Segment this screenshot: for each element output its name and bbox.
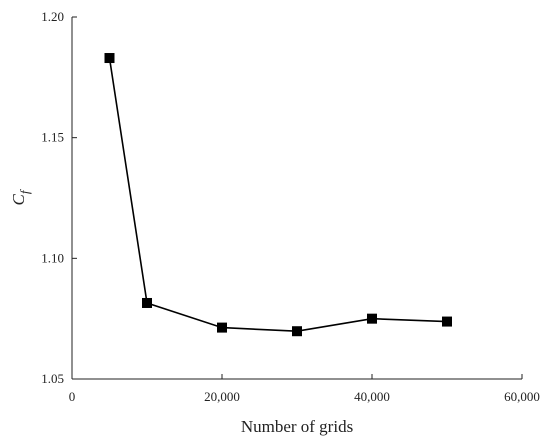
x-axis-title: Number of grids [241, 417, 353, 436]
x-tick-label: 40,000 [354, 389, 390, 404]
y-axis-title-main: C [9, 193, 28, 205]
data-point [104, 53, 115, 64]
x-tick-label: 60,000 [504, 389, 540, 404]
y-tick-label: 1.15 [41, 130, 64, 145]
x-tick-label: 20,000 [204, 389, 240, 404]
y-tick-label: 1.20 [41, 9, 64, 24]
y-tick-label: 1.05 [41, 371, 64, 386]
plot-frame [71, 17, 522, 380]
data-point [292, 326, 302, 337]
data-point [367, 313, 377, 324]
series-line [108, 57, 448, 333]
y-tick-label: 1.10 [41, 250, 64, 265]
x-ticks: 0 20,000 40,000 60,000 [69, 374, 540, 404]
data-point [217, 322, 227, 333]
y-ticks: 1.05 1.10 1.15 1.20 [41, 9, 77, 386]
y-axis-title: Cf [9, 188, 32, 205]
x-tick-label: 0 [69, 389, 76, 404]
series-group [104, 53, 452, 337]
y-axis-title-sub: f [17, 188, 32, 194]
data-point [442, 316, 452, 327]
data-point [142, 297, 152, 308]
